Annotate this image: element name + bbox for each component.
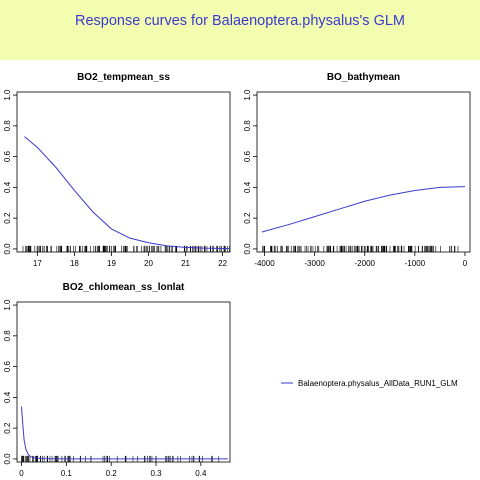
plot-frame — [16, 301, 231, 463]
y-tick-label: 0.8 — [3, 120, 12, 132]
panel-2: BO_bathymean 0.0 0.2 0.4 0.6 0.8 1.0 -4000 -3000… — [243, 72, 471, 268]
response-curve — [24, 136, 231, 250]
x-tick-label: 0.3 — [150, 469, 162, 478]
y-tick-label: 0.6 — [3, 361, 12, 373]
x-tick-label: 0 — [463, 259, 468, 268]
y-tick-label: 0.6 — [243, 151, 252, 163]
y-tick-label: 0.2 — [243, 212, 252, 224]
panel-title: BO2_tempmean_ss — [77, 72, 170, 83]
y-tick-label: 1.0 — [3, 299, 12, 311]
response-curve — [261, 186, 466, 233]
y-tick-label: 0.4 — [3, 391, 12, 403]
y-tick-label: 0.4 — [243, 181, 252, 193]
panel-3: BO2_chlomean_ss_lonlat 0.0 0.2 0.4 0.6 0.8 1.0… — [3, 282, 231, 478]
x-tick-label: 0.1 — [61, 469, 73, 478]
y-tick-label: 0.0 — [3, 243, 12, 255]
y-tick-label: 0.2 — [3, 422, 12, 434]
y-tick-label: 0.4 — [3, 181, 12, 193]
title-banner: Response curves for Balaenoptera.physalu… — [0, 0, 480, 60]
x-tick-label: -2000 — [355, 259, 376, 268]
y-tick-label: 0.8 — [243, 120, 252, 132]
legend: Balaenoptera.physalus_AllData_RUN1_GLM — [281, 379, 458, 388]
x-tick-label: 19 — [107, 259, 116, 268]
x-tick-label: -4000 — [254, 259, 275, 268]
response-curve — [20, 406, 228, 460]
x-tick-label: 22 — [218, 259, 227, 268]
y-tick-label: 0.0 — [243, 243, 252, 255]
rug-marks — [262, 245, 459, 252]
x-tick-label: 0.2 — [106, 469, 118, 478]
x-tick-label: 18 — [70, 259, 79, 268]
x-tick-label: 17 — [33, 259, 42, 268]
x-tick-label: 0 — [19, 469, 24, 478]
plot-frame — [16, 91, 231, 253]
x-tick-label: 20 — [144, 259, 153, 268]
y-tick-label: 1.0 — [243, 89, 252, 101]
legend-label: Balaenoptera.physalus_AllData_RUN1_GLM — [298, 379, 458, 388]
y-tick-label: 0.0 — [3, 453, 12, 465]
y-tick-label: 0.8 — [3, 330, 12, 342]
panel-1: BO2_tempmean_ss 0.0 0.2 0.4 0.6 0.8 1.0 17 18 19 2… — [3, 72, 231, 268]
y-tick-label: 0.6 — [3, 151, 12, 163]
x-tick-label: -3000 — [304, 259, 325, 268]
x-tick-label: 21 — [181, 259, 190, 268]
y-tick-label: 1.0 — [3, 89, 12, 101]
y-tick-label: 0.2 — [3, 212, 12, 224]
plot-frame — [256, 91, 471, 253]
panel-title: BO_bathymean — [327, 72, 400, 83]
figure-title: Response curves for Balaenoptera.physalu… — [75, 13, 405, 29]
rug-marks — [22, 245, 230, 252]
x-tick-label: 0.4 — [195, 469, 207, 478]
x-tick-label: -1000 — [405, 259, 426, 268]
panel-title: BO2_chlomean_ss_lonlat — [63, 282, 185, 293]
